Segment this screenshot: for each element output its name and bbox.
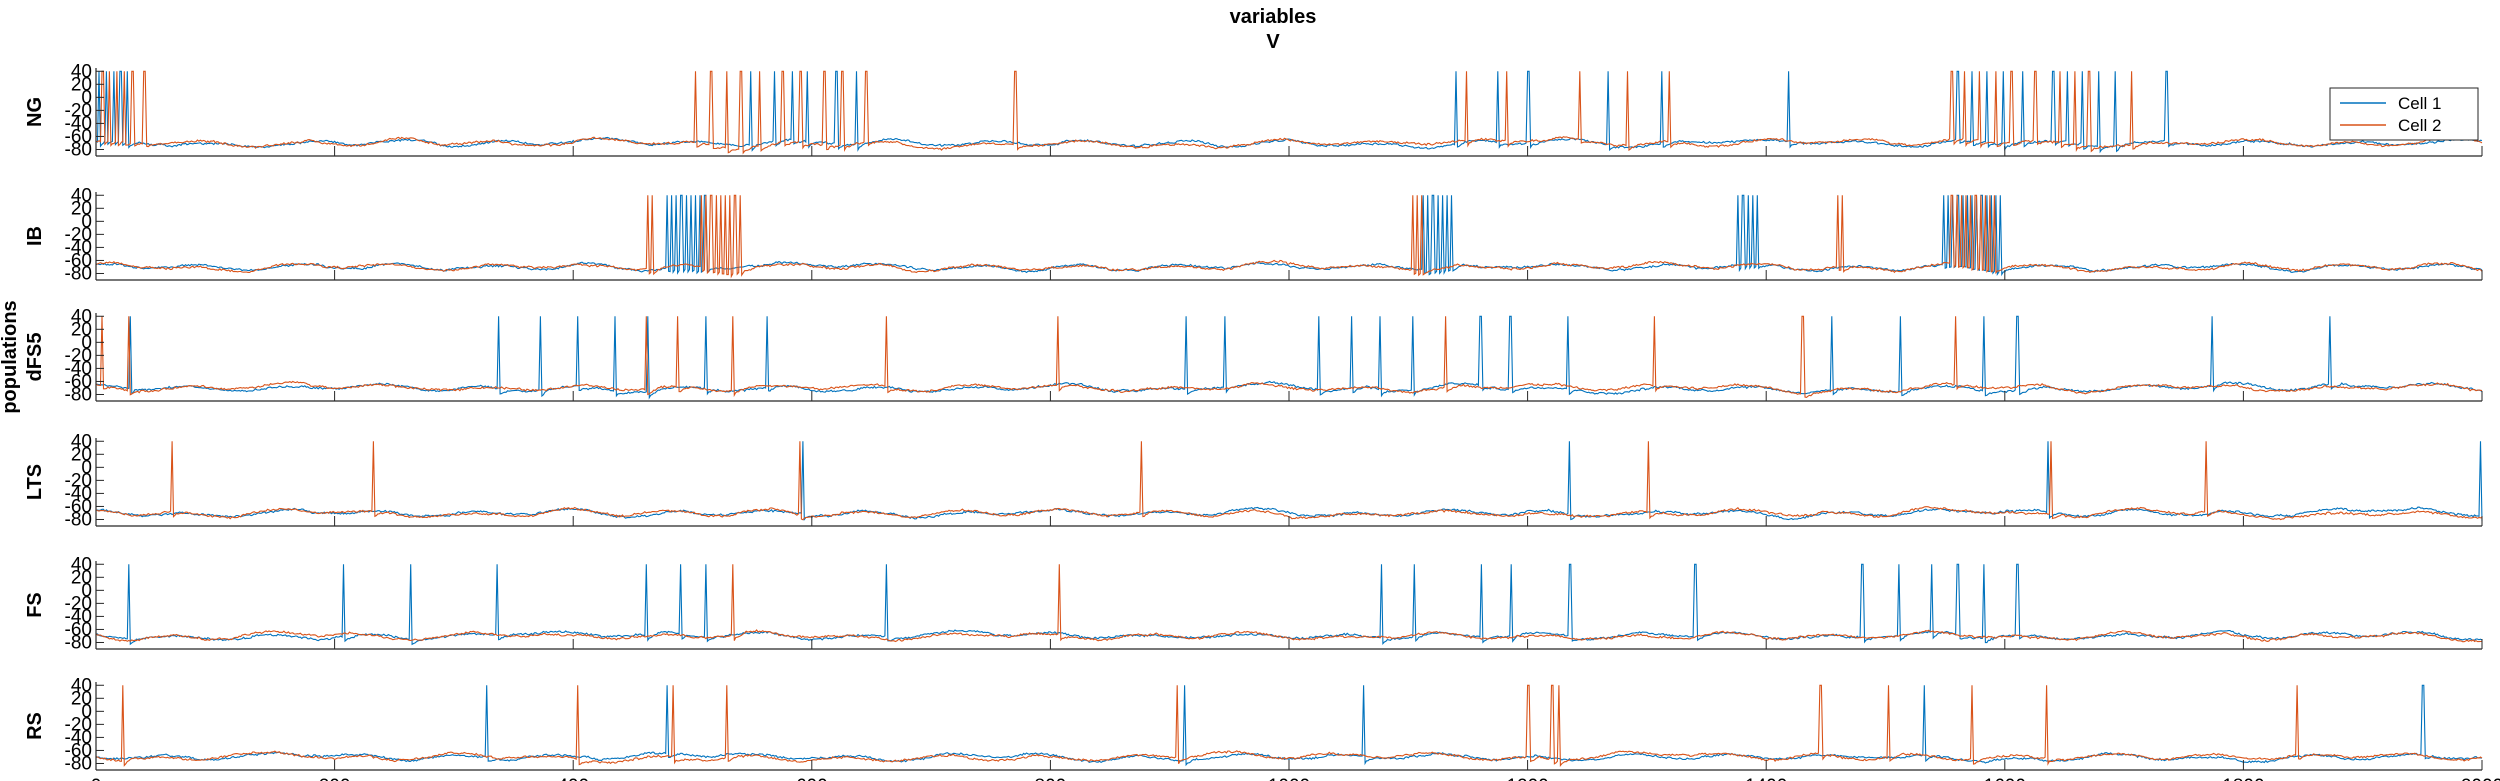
- trace-fs-cell-2: [95, 564, 2483, 643]
- y-tick-label: -60: [65, 250, 92, 271]
- legend-entry-label: Cell 1: [2398, 94, 2441, 113]
- panel-label-lts: LTS: [24, 464, 46, 500]
- y-tick-label: 0: [81, 332, 92, 353]
- x-tick-label: 1200: [1506, 776, 1548, 781]
- trace-ib-cell-2: [95, 194, 2483, 279]
- panel-label-dfs5: dFS5: [24, 333, 46, 382]
- x-tick-label: 1400: [1745, 776, 1787, 781]
- y-tick-label: -20: [65, 345, 92, 366]
- x-tick-label: 0: [91, 776, 102, 781]
- trace-lts-cell-2: [95, 441, 2483, 521]
- trace-rs-cell-2: [95, 684, 2483, 768]
- y-tick-label: 40: [71, 306, 92, 327]
- y-tick-label: -60: [65, 496, 92, 517]
- y-tick-label: -40: [65, 113, 92, 134]
- y-tick-label: 40: [71, 185, 92, 206]
- x-tick-label: 200: [319, 776, 351, 781]
- x-tick-label: 1000: [1268, 776, 1310, 781]
- y-tick-label: -20: [65, 100, 92, 121]
- y-tick-label: 0: [81, 701, 92, 722]
- y-tick-label: -20: [65, 470, 92, 491]
- y-tick-label: -40: [65, 358, 92, 379]
- x-tick-label: 2000: [2461, 776, 2500, 781]
- y-tick-label: -80: [65, 632, 92, 653]
- y-tick-label: -60: [65, 619, 92, 640]
- x-tick-label: 600: [796, 776, 828, 781]
- x-tick-label: 1600: [1984, 776, 2026, 781]
- y-tick-label: 0: [81, 457, 92, 478]
- y-tick-label: 40: [71, 554, 92, 575]
- x-tick-label: 1800: [2222, 776, 2264, 781]
- y-tick-label: 40: [71, 431, 92, 452]
- panel-label-fs: FS: [24, 592, 46, 618]
- panel-label-ng: NG: [24, 97, 46, 127]
- y-tick-label: -60: [65, 126, 92, 147]
- trace-ng-cell-1: [95, 70, 2483, 154]
- y-tick-label: -80: [65, 753, 92, 774]
- y-tick-label: -40: [65, 483, 92, 504]
- trace-fs-cell-1: [96, 563, 2483, 646]
- y-tick-label: 20: [71, 567, 92, 588]
- y-tick-label: 20: [71, 444, 92, 465]
- x-tick-label: 400: [557, 776, 589, 781]
- y-tick-label: 20: [71, 74, 92, 95]
- y-tick-label: -80: [65, 139, 92, 160]
- y-tick-label: -40: [65, 606, 92, 627]
- y-tick-label: 40: [71, 675, 92, 696]
- trace-lts-cell-1: [95, 441, 2483, 522]
- legend-entry-label: Cell 2: [2398, 116, 2441, 135]
- trace-dfs5-cell-2: [95, 315, 2483, 398]
- trace-ib-cell-1: [95, 194, 2483, 277]
- y-tick-label: -60: [65, 740, 92, 761]
- y-tick-label: -20: [65, 714, 92, 735]
- panels: 40200-20-40-60-80NG40200-20-40-60-80IB40…: [24, 61, 2500, 781]
- y-tick-label: -20: [65, 224, 92, 245]
- y-tick-label: 0: [81, 87, 92, 108]
- y-tick-label: -40: [65, 727, 92, 748]
- y-tick-label: 0: [81, 580, 92, 601]
- trace-dfs5-cell-1: [95, 315, 2483, 400]
- y-tick-label: -80: [65, 263, 92, 284]
- y-axis-label: populations: [0, 300, 21, 413]
- legend: Cell 1 Cell 2: [2329, 87, 2479, 141]
- chart-subtitle: V: [1266, 31, 1280, 53]
- panel-label-ib: IB: [24, 226, 46, 246]
- panel-rs: 40200-20-40-60-8002004006008001000120014…: [24, 675, 2500, 781]
- y-tick-label: -20: [65, 593, 92, 614]
- chart-title: variables: [1230, 6, 1317, 28]
- x-tick-label: 800: [1035, 776, 1067, 781]
- y-tick-label: 40: [71, 61, 92, 82]
- legend-box: [2329, 87, 2479, 141]
- y-tick-label: 0: [81, 211, 92, 232]
- trace-ng-cell-2: [95, 70, 2483, 155]
- y-tick-label: -80: [65, 509, 92, 530]
- y-tick-label: -40: [65, 237, 92, 258]
- y-tick-label: 20: [71, 198, 92, 219]
- panel-label-rs: RS: [24, 712, 46, 740]
- y-tick-label: -60: [65, 371, 92, 392]
- y-tick-label: 20: [71, 688, 92, 709]
- y-tick-label: 20: [71, 319, 92, 340]
- y-tick-label: -80: [65, 384, 92, 405]
